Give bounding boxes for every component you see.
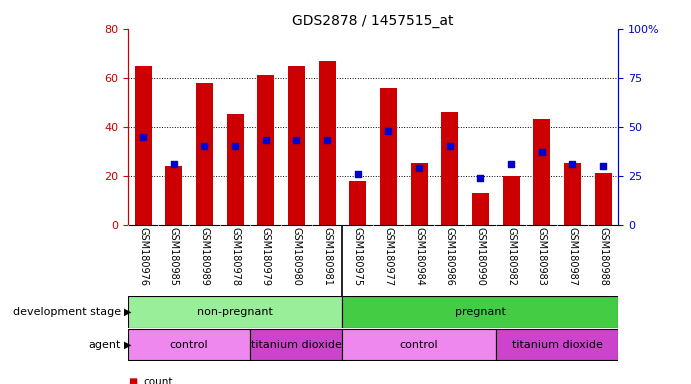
Text: titanium dioxide: titanium dioxide: [511, 339, 603, 350]
Bar: [288, 66, 305, 225]
Text: GSM180986: GSM180986: [445, 227, 455, 286]
Text: GSM180982: GSM180982: [506, 227, 516, 286]
Text: GSM180983: GSM180983: [537, 227, 547, 286]
Point: [383, 127, 394, 134]
Point: [229, 143, 240, 149]
Bar: [165, 166, 182, 225]
Bar: [502, 176, 520, 225]
Point: [291, 137, 302, 144]
Bar: [343, 296, 618, 328]
Bar: [250, 329, 343, 360]
Bar: [135, 66, 151, 225]
Bar: [343, 329, 496, 360]
Text: GSM180975: GSM180975: [353, 227, 363, 286]
Bar: [410, 164, 428, 225]
Point: [169, 161, 180, 167]
Text: ▶: ▶: [124, 339, 132, 350]
Text: pregnant: pregnant: [455, 307, 506, 317]
Text: agent: agent: [88, 339, 121, 350]
Bar: [227, 114, 244, 225]
Point: [536, 149, 547, 155]
Bar: [564, 164, 581, 225]
Point: [414, 165, 425, 171]
Point: [598, 163, 609, 169]
Text: GSM180980: GSM180980: [292, 227, 301, 286]
Text: GSM180977: GSM180977: [384, 227, 393, 286]
Bar: [496, 329, 618, 360]
Bar: [380, 88, 397, 225]
Text: count: count: [143, 377, 173, 384]
Text: GSM180978: GSM180978: [230, 227, 240, 286]
Bar: [128, 296, 343, 328]
Title: GDS2878 / 1457515_at: GDS2878 / 1457515_at: [292, 14, 454, 28]
Text: GSM180985: GSM180985: [169, 227, 179, 286]
Text: development stage: development stage: [13, 307, 121, 317]
Text: control: control: [170, 339, 209, 350]
Text: ▶: ▶: [124, 307, 132, 317]
Bar: [350, 180, 366, 225]
Text: GSM180987: GSM180987: [567, 227, 578, 286]
Point: [444, 143, 455, 149]
Point: [567, 161, 578, 167]
Bar: [442, 112, 458, 225]
Point: [138, 134, 149, 140]
Text: GSM180988: GSM180988: [598, 227, 608, 286]
Text: non-pregnant: non-pregnant: [197, 307, 273, 317]
Text: ■: ■: [128, 377, 137, 384]
Text: GSM180976: GSM180976: [138, 227, 148, 286]
Bar: [128, 329, 250, 360]
Text: titanium dioxide: titanium dioxide: [251, 339, 342, 350]
Text: GSM180990: GSM180990: [475, 227, 486, 286]
Point: [352, 170, 363, 177]
Text: GSM180981: GSM180981: [322, 227, 332, 286]
Text: GSM180979: GSM180979: [261, 227, 271, 286]
Text: control: control: [400, 339, 439, 350]
Point: [506, 161, 517, 167]
Point: [261, 137, 272, 144]
Point: [475, 175, 486, 181]
Text: GSM180989: GSM180989: [200, 227, 209, 286]
Point: [321, 137, 332, 144]
Bar: [533, 119, 550, 225]
Point: [199, 143, 210, 149]
Text: GSM180984: GSM180984: [414, 227, 424, 286]
Bar: [257, 75, 274, 225]
Bar: [595, 173, 612, 225]
Bar: [319, 61, 336, 225]
Bar: [472, 193, 489, 225]
Bar: [196, 83, 213, 225]
